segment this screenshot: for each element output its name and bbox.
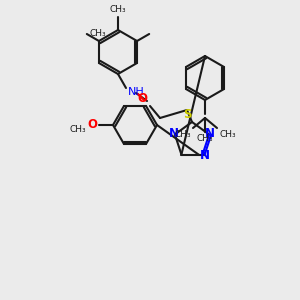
Text: N: N [169,127,179,140]
Text: N: N [205,127,215,140]
Text: O: O [87,118,97,131]
Text: NH: NH [128,87,145,97]
Text: S: S [183,107,191,121]
Text: CH₃: CH₃ [69,124,86,134]
Text: CH₃: CH₃ [90,29,106,38]
Text: CH₃: CH₃ [110,5,126,14]
Text: N: N [200,149,210,162]
Text: CH₃: CH₃ [174,130,191,139]
Text: O: O [137,92,147,104]
Text: CH₃: CH₃ [197,134,213,143]
Text: CH₃: CH₃ [219,130,236,139]
